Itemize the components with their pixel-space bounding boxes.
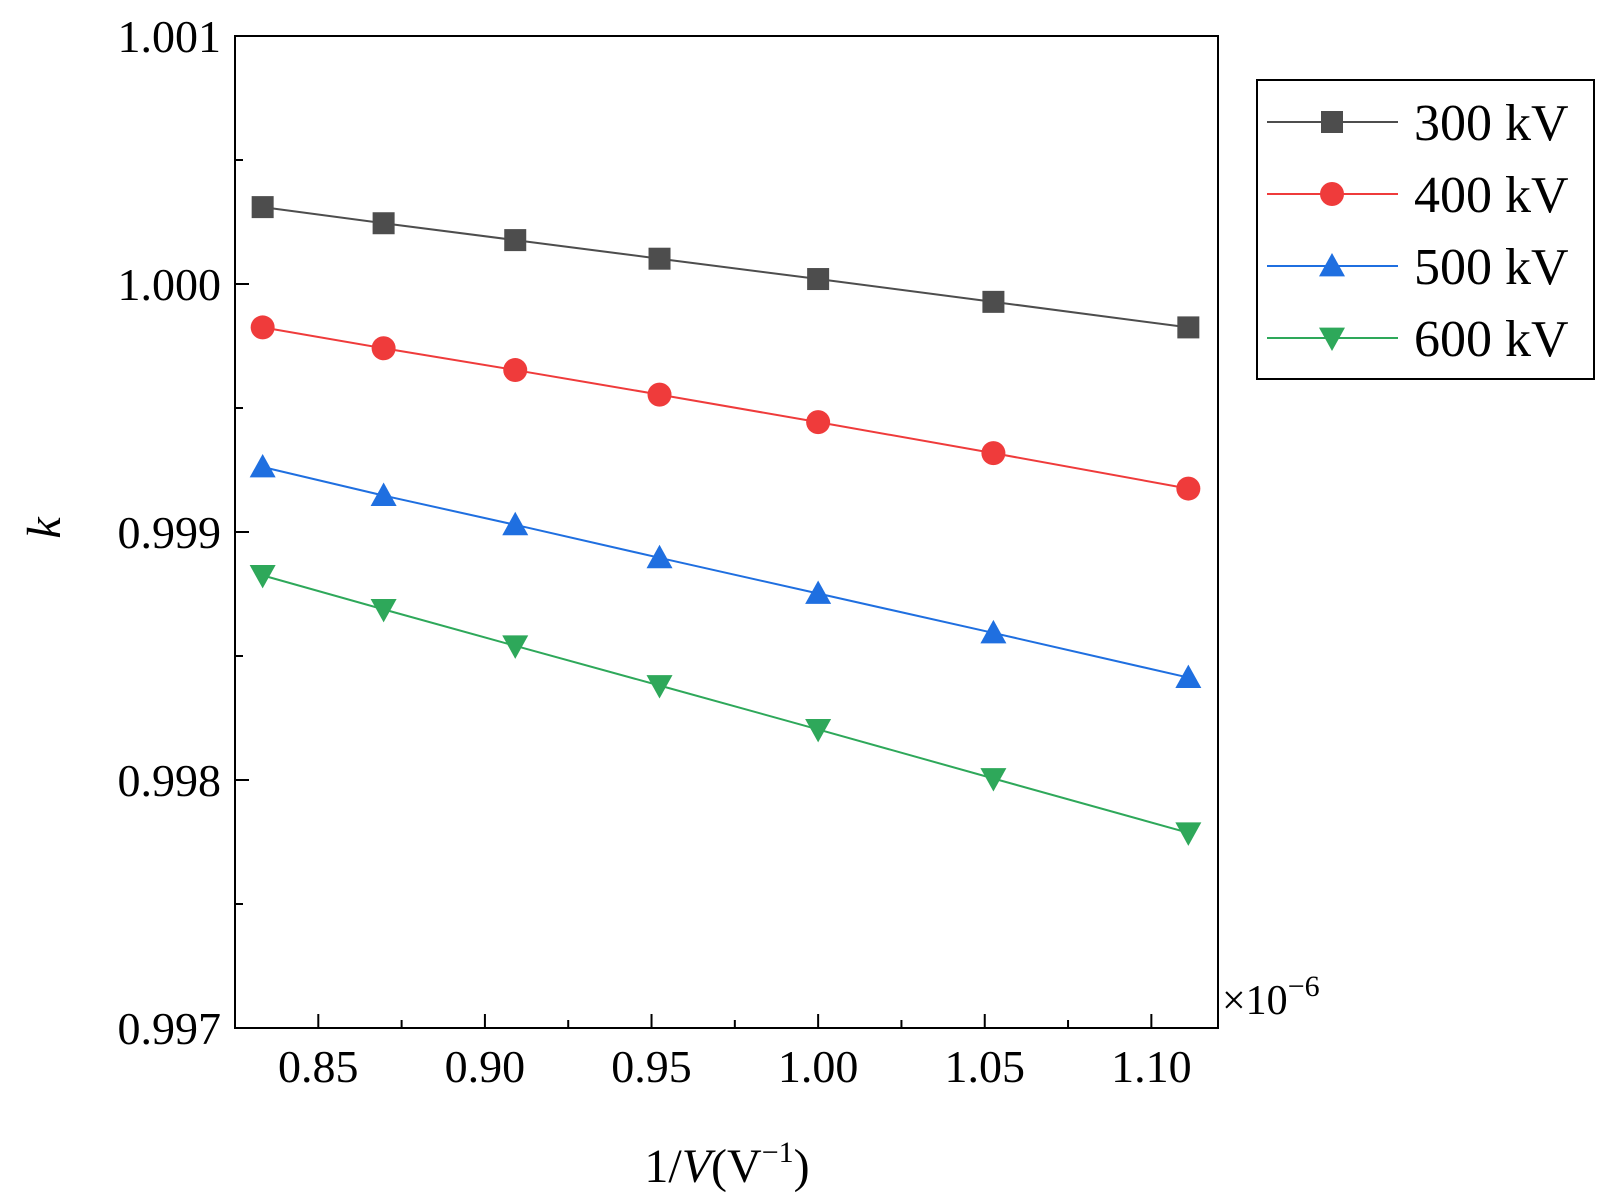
data-point: [646, 544, 673, 569]
y-tick-label: 1.000: [118, 259, 222, 310]
data-point: [806, 410, 831, 435]
data-point: [1175, 822, 1202, 846]
data-point: [370, 598, 397, 623]
legend-frame: [1256, 79, 1595, 380]
data-point: [1175, 664, 1202, 688]
data-point: [503, 358, 528, 383]
data-point: [981, 441, 1006, 466]
legend-marker: [1320, 182, 1344, 206]
x-tick-label: 1.00: [778, 1041, 859, 1092]
data-point: [372, 212, 395, 235]
x-tick-label: 1.05: [944, 1041, 1025, 1092]
plot-frame: [234, 35, 1219, 1029]
series-600-kv: [249, 565, 1202, 846]
data-point: [249, 565, 276, 589]
data-point: [807, 268, 830, 291]
y-tick-label: 0.998: [118, 755, 222, 806]
series-400-kv: [250, 315, 1201, 501]
data-point: [370, 482, 397, 506]
x-axis-multiplier: ×10−6: [1222, 970, 1320, 1024]
legend-marker: [1319, 327, 1345, 351]
y-axis-ticks: 0.997 0.998 0.999 1.000 1.001: [118, 11, 249, 1054]
series-line: [262, 466, 1189, 679]
legend-label: 500 kV: [1414, 239, 1569, 296]
data-point: [805, 719, 832, 743]
series-line: [262, 206, 1189, 329]
y-tick-label: 0.997: [118, 1003, 222, 1054]
data-point: [249, 454, 276, 478]
data-point: [805, 580, 832, 604]
y-tick-label: 1.001: [118, 11, 222, 62]
data-point: [980, 619, 1007, 644]
data-point: [646, 675, 673, 699]
legend-marker: [1321, 111, 1343, 133]
data-point: [1177, 316, 1200, 339]
data-point: [647, 382, 672, 407]
series-layer: [249, 196, 1202, 846]
x-tick-label: 0.95: [611, 1041, 692, 1092]
data-point: [502, 635, 529, 659]
data-point: [1176, 476, 1201, 501]
legend-marker: [1319, 253, 1345, 277]
series-line: [262, 574, 1189, 834]
x-tick-label: 0.90: [445, 1041, 526, 1092]
y-tick-label: 0.999: [118, 507, 222, 558]
x-axis-ticks: 0.85 0.90 0.95 1.00 1.05 1.10: [278, 1014, 1192, 1092]
legend-item: 400 kV: [1267, 167, 1569, 224]
data-point: [251, 196, 274, 219]
legend-item: 300 kV: [1267, 95, 1569, 152]
data-point: [502, 511, 529, 536]
legend-label: 600 kV: [1414, 311, 1569, 368]
legend-item: 600 kV: [1267, 311, 1569, 368]
y-axis-title: k: [18, 516, 71, 539]
data-point: [250, 315, 275, 340]
data-point: [982, 290, 1005, 313]
data-point: [504, 229, 527, 252]
legend-label: 300 kV: [1414, 95, 1569, 152]
series-line: [262, 326, 1189, 490]
legend-label: 400 kV: [1414, 167, 1569, 224]
data-point: [648, 247, 671, 270]
series-500-kv: [249, 454, 1202, 688]
x-axis-title: 1/V(V−1): [644, 1136, 809, 1193]
legend-item: 500 kV: [1267, 239, 1569, 296]
legend: 300 kV 400 kV 500 kV 600 kV: [1256, 79, 1595, 380]
series-300-kv: [251, 196, 1200, 339]
data-point: [980, 768, 1007, 792]
x-tick-label: 1.10: [1111, 1041, 1192, 1092]
data-point: [371, 336, 396, 361]
x-tick-label: 0.85: [278, 1041, 359, 1092]
